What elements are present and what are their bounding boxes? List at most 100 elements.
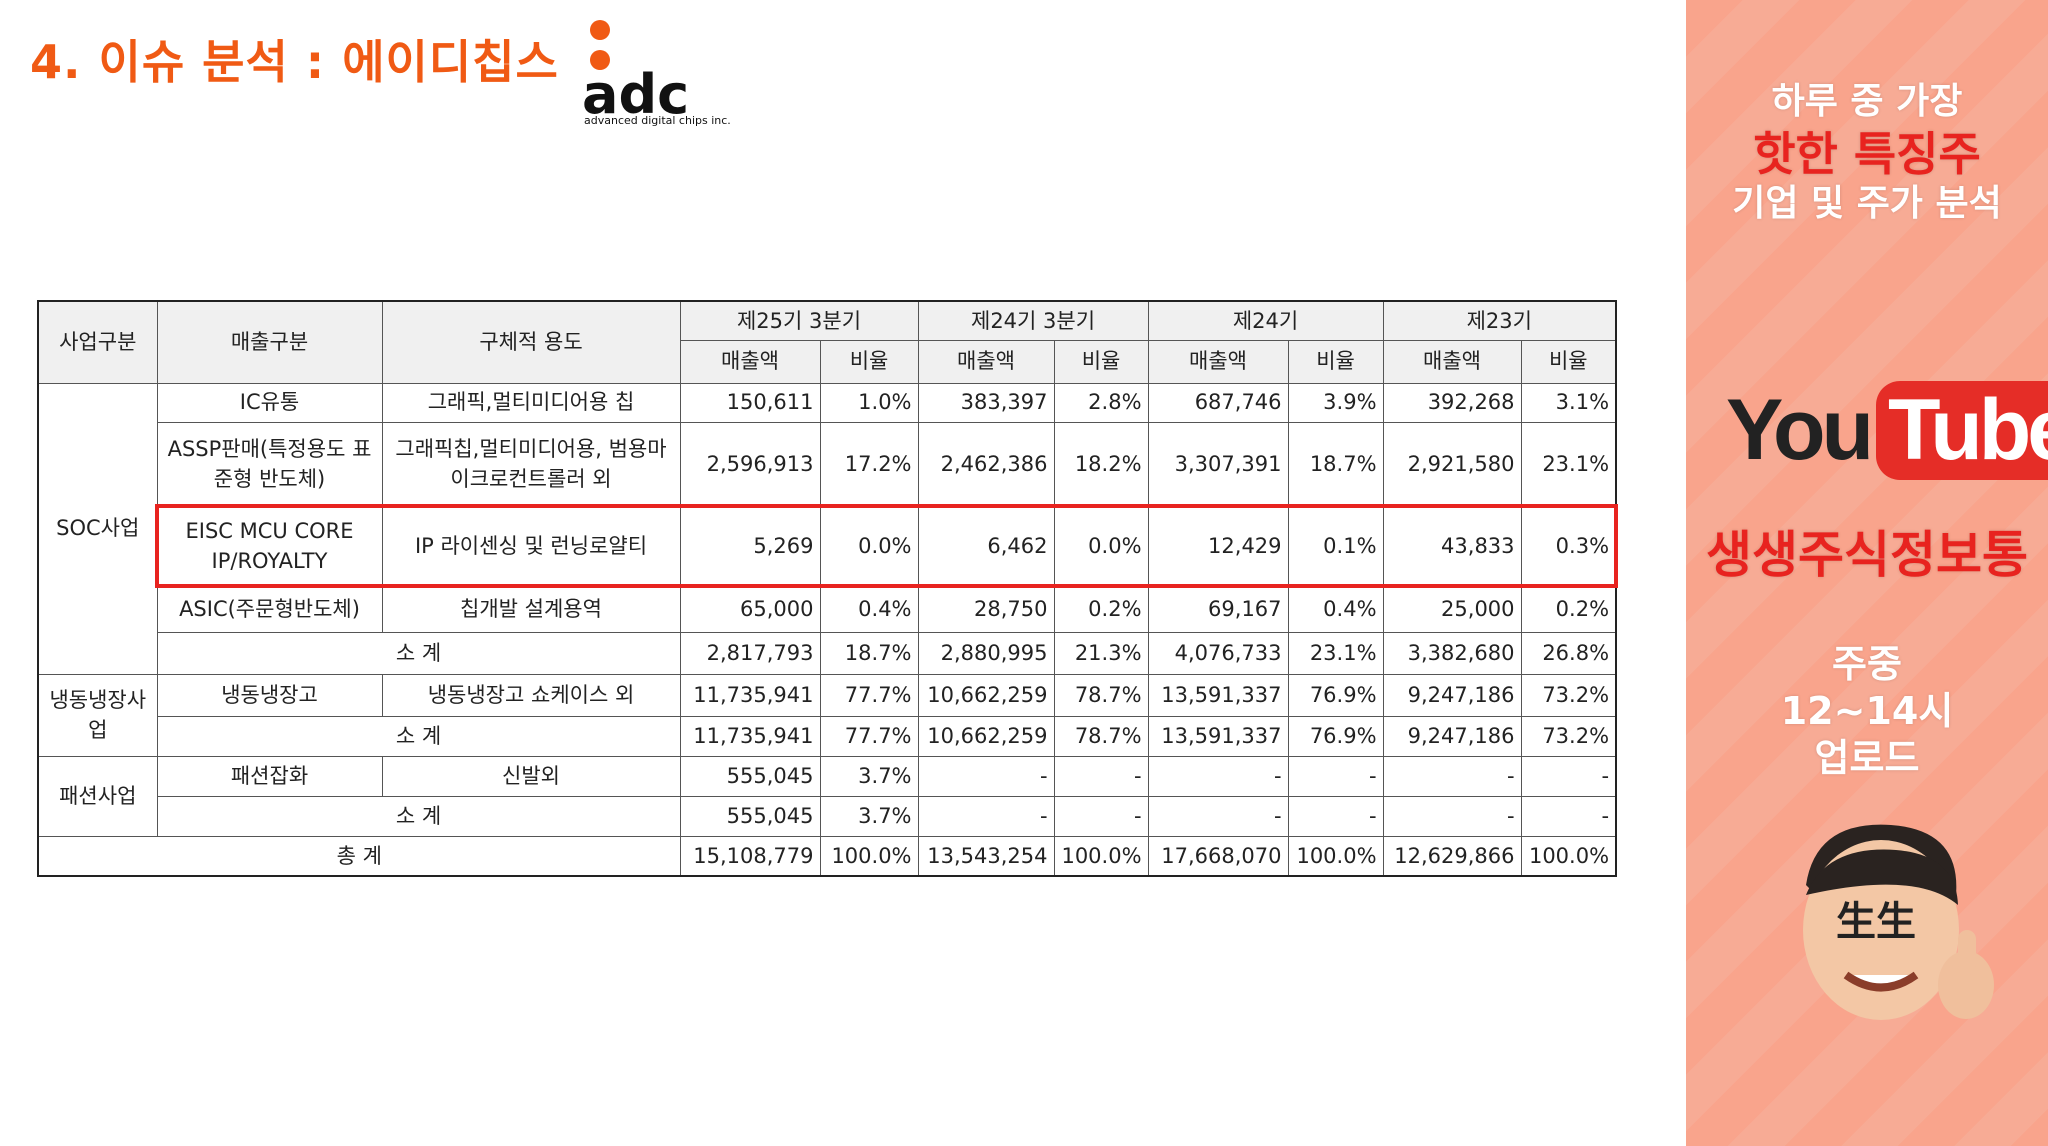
value-cell: -	[917, 795, 1055, 837]
value-cell: 392,268	[1382, 382, 1522, 423]
value-cell: 13,591,337	[1147, 673, 1289, 717]
value-cell: -	[1382, 755, 1522, 797]
data-row: SOC사업 IC유통 그래픽,멀티미디어용 칩 150,611 1.0% 383,397 2…	[37, 382, 1617, 675]
column-header: 매출구분	[156, 300, 383, 384]
value-cell: 4,076,733	[1147, 631, 1289, 675]
title: 4. 이슈 분석 : 에이디칩스	[30, 35, 559, 89]
sub-header: 비율	[819, 339, 919, 384]
use-cell: 그래픽,멀티미디어용 칩	[381, 382, 681, 423]
tagline-highlight: 핫한 특징주	[1753, 127, 1981, 181]
segment-cell: 패션사업	[37, 755, 158, 837]
period-header: 제24기	[1147, 300, 1384, 341]
total-row: 총 계 15,108,779 100.0% 13,543,254 100.0% 17,66…	[37, 835, 1617, 877]
value-cell: 17.2%	[819, 421, 919, 507]
logo: adc advanced digital chips inc.	[582, 20, 731, 127]
type-cell: EISC MCU CORE IP/ROYALTY	[156, 505, 383, 587]
period-header: 제23기	[1382, 300, 1617, 341]
type-cell: 패션잡화	[156, 755, 383, 797]
value-cell: 18.2%	[1053, 421, 1149, 507]
value-cell: 555,045	[679, 795, 821, 837]
value-cell: -	[1053, 795, 1149, 837]
schedule-line: 업로드	[1814, 736, 1920, 780]
value-cell: -	[1053, 755, 1149, 797]
value-cell: 555,045	[679, 755, 821, 797]
youtube-tube: Tube	[1876, 380, 2048, 480]
total-label: 총 계	[37, 835, 681, 877]
value-cell: 12,629,866	[1382, 835, 1522, 877]
sub-header: 매출액	[679, 339, 821, 384]
segment-cell: 냉동냉장사업	[37, 673, 158, 757]
value-cell: 11,735,941	[679, 715, 821, 757]
value-cell: 0.2%	[1520, 585, 1617, 633]
value-cell: 0.0%	[819, 505, 919, 587]
value-cell: 100.0%	[1520, 835, 1617, 877]
value-cell: 13,591,337	[1147, 715, 1289, 757]
sidebar: 하루 중 가장 핫한 특징주 기업 및 주가 분석 You Tube 생생주식정…	[1686, 0, 2048, 1146]
value-cell: 21.3%	[1053, 631, 1149, 675]
value-cell: 1.0%	[819, 382, 919, 423]
value-cell: 78.7%	[1053, 673, 1149, 717]
value-cell: 28,750	[917, 585, 1055, 633]
value-cell: 25,000	[1382, 585, 1522, 633]
value-cell: 77.7%	[819, 673, 919, 717]
value-cell: 3,307,391	[1147, 421, 1289, 507]
subtotal-row: 소 계 555,045 3.7% - - - - - -	[38, 795, 1617, 837]
value-cell: 6,462	[917, 505, 1055, 587]
value-cell: 0.0%	[1053, 505, 1149, 587]
type-cell: IC유통	[156, 382, 383, 423]
value-cell: 23.1%	[1520, 421, 1617, 507]
value-cell: 0.2%	[1053, 585, 1149, 633]
value-cell: 17,668,070	[1147, 835, 1289, 877]
value-cell: 2,817,793	[679, 631, 821, 675]
sub-header: 비율	[1053, 339, 1149, 384]
value-cell: 3.7%	[819, 795, 919, 837]
data-row: ASIC(주문형반도체) 칩개발 설계용역 65,000 0.4% 28,750 0.2%…	[38, 585, 1617, 633]
use-cell: 칩개발 설계용역	[381, 585, 681, 633]
value-cell: -	[1520, 755, 1617, 797]
value-cell: 78.7%	[1053, 715, 1149, 757]
header-row: 사업구분 매출구분 구체적 용도 제25기 3분기 제24기 3분기 제24기 제23기	[37, 300, 1617, 384]
value-cell: 15,108,779	[679, 835, 821, 877]
value-cell: 10,662,259	[917, 715, 1055, 757]
value-cell: 76.9%	[1287, 715, 1384, 757]
value-cell: 9,247,186	[1382, 715, 1522, 757]
value-cell: 9,247,186	[1382, 673, 1522, 717]
column-header: 구체적 용도	[381, 300, 681, 384]
segment-cell: SOC사업	[37, 382, 158, 675]
value-cell: -	[1382, 795, 1522, 837]
data-row: 냉동냉장사업 냉동냉장고 냉동냉장고 쇼케이스 외 11,735,941 77.7% 10…	[37, 673, 1617, 757]
value-cell: 73.2%	[1520, 673, 1617, 717]
value-cell: 0.4%	[819, 585, 919, 633]
type-cell: ASSP판매(특정용도 표준형 반도체)	[156, 421, 383, 507]
value-cell: 13,543,254	[917, 835, 1055, 877]
value-cell: 65,000	[679, 585, 821, 633]
sub-header: 비율	[1520, 339, 1617, 384]
value-cell: -	[917, 755, 1055, 797]
use-cell: 그래픽칩,멀티미디어용, 범용마이크로컨트롤러 외	[381, 421, 681, 507]
value-cell: 18.7%	[1287, 421, 1384, 507]
header-row: 매출액 비율 매출액 비율 매출액 비율 매출액 비율	[38, 339, 1617, 384]
subtotal-row: 소 계 11,735,941 77.7% 10,662,259 78.7% 13,591,…	[38, 715, 1617, 757]
subtotal-label: 소 계	[156, 715, 681, 757]
sales-table: 사업구분 매출구분 구체적 용도 제25기 3분기 제24기 3분기 제24기 제23기 매출…	[37, 300, 1618, 877]
data-row: EISC MCU CORE IP/ROYALTY IP 라이센싱 및 런닝로얄티 5…	[38, 505, 1617, 587]
sub-header: 비율	[1287, 339, 1384, 384]
value-cell: 2.8%	[1053, 382, 1149, 423]
value-cell: 100.0%	[1053, 835, 1149, 877]
sub-header: 매출액	[1147, 339, 1289, 384]
value-cell: 2,921,580	[1382, 421, 1522, 507]
value-cell: -	[1520, 795, 1617, 837]
value-cell: 10,662,259	[917, 673, 1055, 717]
value-cell: 11,735,941	[679, 673, 821, 717]
type-cell: ASIC(주문형반도체)	[156, 585, 383, 633]
type-cell: 냉동냉장고	[156, 673, 383, 717]
youtube-you: You	[1726, 381, 1874, 478]
value-cell: -	[1147, 795, 1289, 837]
value-cell: 77.7%	[819, 715, 919, 757]
value-cell: 3.9%	[1287, 382, 1384, 423]
use-cell: IP 라이센싱 및 런닝로얄티	[381, 505, 681, 587]
value-cell: 3.1%	[1520, 382, 1617, 423]
value-cell: 18.7%	[819, 631, 919, 675]
sub-header: 매출액	[1382, 339, 1522, 384]
